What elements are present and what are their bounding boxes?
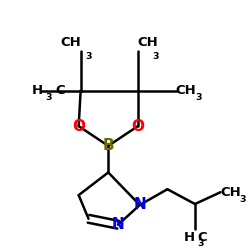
Text: CH: CH — [60, 36, 81, 49]
Text: 3: 3 — [85, 52, 92, 61]
Text: CH: CH — [138, 36, 158, 49]
Text: 3: 3 — [46, 93, 52, 102]
Text: O: O — [72, 119, 85, 134]
Text: C: C — [197, 230, 206, 243]
Text: 3: 3 — [196, 93, 202, 102]
Text: 3: 3 — [152, 52, 159, 61]
Text: O: O — [131, 119, 144, 134]
Text: H: H — [184, 230, 195, 243]
Text: C: C — [55, 84, 65, 97]
Text: B: B — [102, 138, 114, 153]
Text: N: N — [112, 217, 124, 232]
Text: CH: CH — [175, 84, 196, 97]
Text: N: N — [134, 198, 146, 212]
Text: H: H — [32, 84, 43, 97]
Text: 3: 3 — [239, 194, 246, 203]
Text: 3: 3 — [197, 240, 203, 248]
Text: CH: CH — [220, 186, 241, 199]
